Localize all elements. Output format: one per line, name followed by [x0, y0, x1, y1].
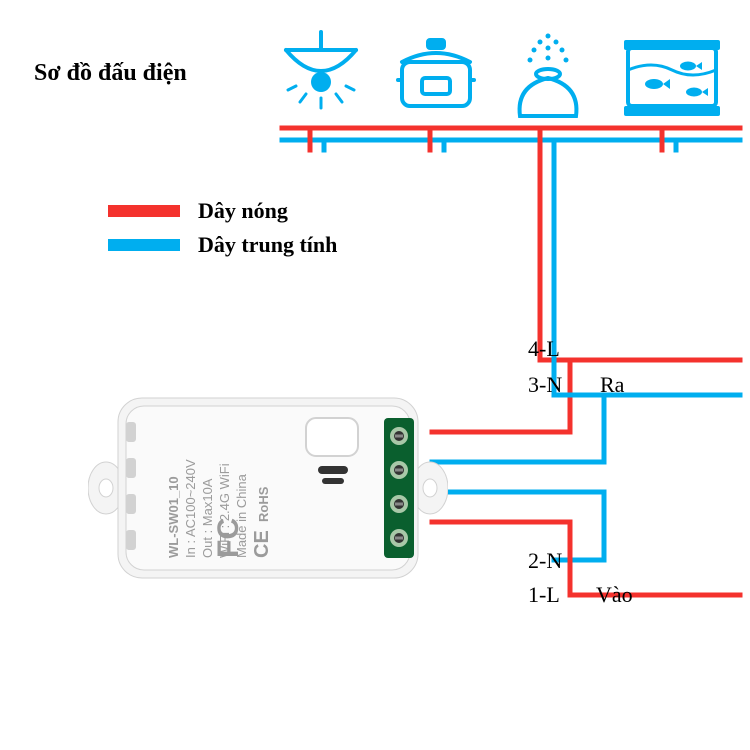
label-4l: 4-L [528, 336, 560, 362]
svg-text:FC: FC [212, 518, 245, 558]
label-2n: 2-N [528, 548, 562, 574]
svg-text:CE: CE [251, 530, 273, 558]
wifi-switch-device: WL-SW01_10In : AC100~240VOut : Max10AWiF… [88, 388, 448, 588]
label-ra: Ra [600, 372, 624, 398]
wiring-diagram [0, 0, 750, 750]
svg-text:RoHS: RoHS [256, 486, 271, 522]
label-3n: 3-N [528, 372, 562, 398]
label-1l: 1-L [528, 582, 560, 608]
svg-text:In : AC100~240V: In : AC100~240V [183, 459, 198, 558]
svg-text:WL-SW01_10: WL-SW01_10 [166, 476, 181, 558]
label-vao: Vào [596, 582, 633, 608]
